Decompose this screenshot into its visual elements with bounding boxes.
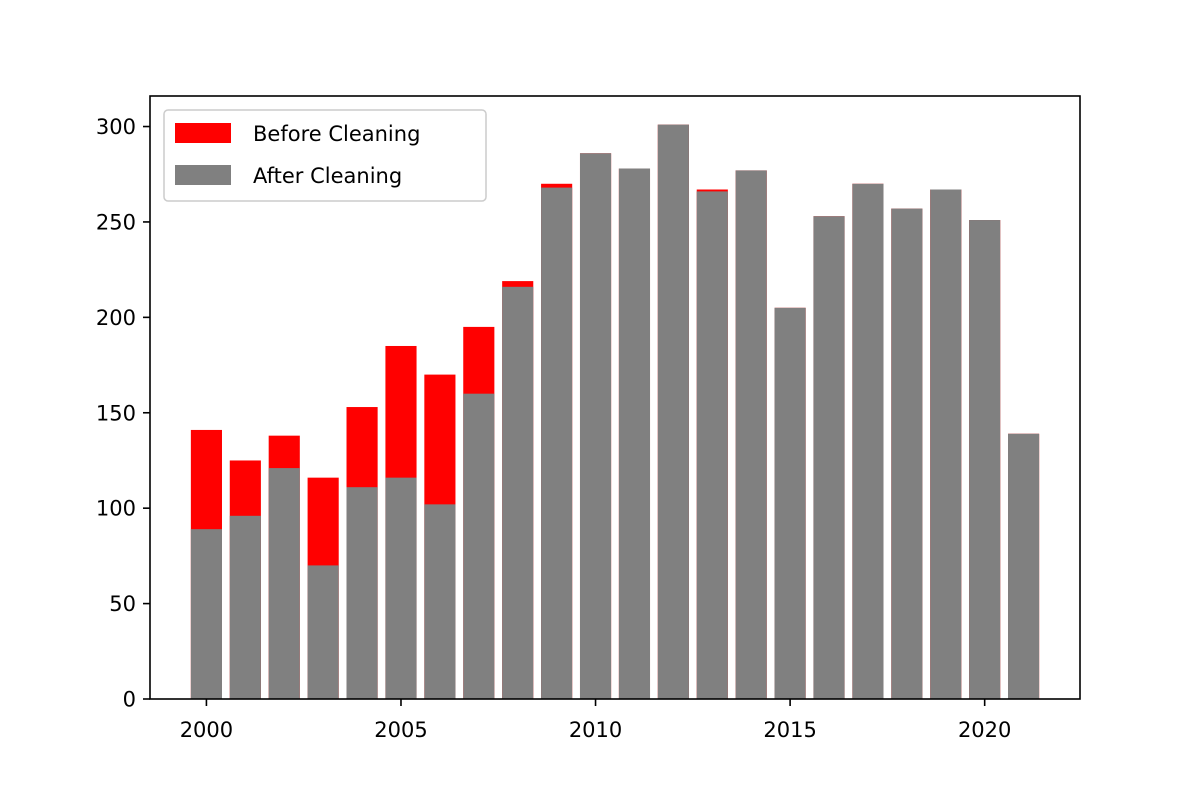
bar-after-cleaning-2001 (229, 515, 261, 699)
legend-box (163, 109, 487, 202)
bar-after-cleaning-2018 (891, 208, 923, 699)
plot-frame (149, 95, 1081, 700)
legend-swatch-after-cleaning (175, 165, 231, 185)
bar-after-cleaning-2015 (774, 307, 806, 699)
legend-label-after-cleaning: After Cleaning (253, 164, 402, 188)
legend: Before Cleaning After Cleaning (163, 109, 487, 202)
x-tick-label-2005: 2005 (374, 718, 427, 742)
after-cleaning-bars (190, 124, 1040, 700)
bar-after-cleaning-2007 (463, 393, 495, 699)
bar-after-cleaning-2010 (579, 153, 612, 699)
bar-after-cleaning-2008 (502, 286, 534, 699)
x-tick-label-2010: 2010 (569, 718, 622, 742)
bar-after-cleaning-2003 (307, 565, 339, 699)
bar-after-cleaning-2009 (541, 187, 573, 699)
bar-after-cleaning-2014 (735, 170, 767, 700)
bar-after-cleaning-2019 (930, 189, 962, 699)
legend-label-before-cleaning: Before Cleaning (253, 122, 420, 146)
bar-after-cleaning-2021 (1008, 433, 1040, 699)
bar-after-cleaning-2020 (969, 220, 1001, 699)
y-tick-label-100: 100 (96, 497, 136, 521)
bar-after-cleaning-2004 (346, 487, 378, 699)
bar-after-cleaning-2013 (696, 191, 728, 699)
y-tick-label-0: 0 (123, 688, 136, 712)
y-axis: 0 50 100 150 200 250 300 (96, 115, 150, 712)
y-tick-label-150: 150 (96, 401, 136, 425)
x-axis: 2000 2005 2010 2015 2020 (180, 699, 1011, 742)
y-tick-label-50: 50 (109, 592, 136, 616)
bar-after-cleaning-2016 (813, 216, 845, 699)
bar-after-cleaning-2011 (618, 168, 651, 699)
legend-swatch-before-cleaning (175, 123, 231, 143)
bar-after-cleaning-2000 (190, 529, 222, 699)
y-tick-label-250: 250 (96, 210, 136, 234)
x-tick-label-2000: 2000 (180, 718, 233, 742)
y-tick-label-200: 200 (96, 306, 136, 330)
bar-after-cleaning-2005 (385, 477, 417, 699)
y-tick-label-300: 300 (96, 115, 136, 139)
x-tick-label-2015: 2015 (763, 718, 816, 742)
bar-after-cleaning-2012 (657, 124, 689, 700)
bar-after-cleaning-2006 (424, 504, 456, 699)
bar-after-cleaning-2002 (268, 468, 300, 699)
x-tick-label-2020: 2020 (958, 718, 1011, 742)
bar-after-cleaning-2017 (852, 183, 884, 699)
